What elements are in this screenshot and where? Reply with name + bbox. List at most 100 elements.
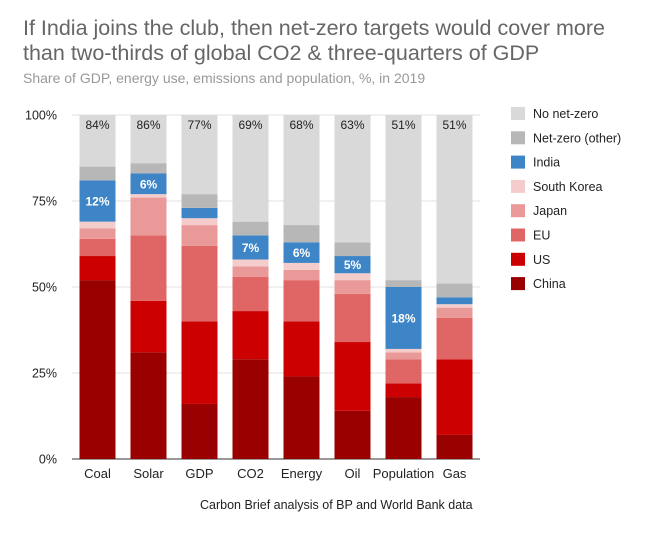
bar-segment-eu-oil <box>334 293 371 343</box>
bar-segment-japan-co2 <box>232 266 269 277</box>
india-data-label: 5% <box>344 258 362 272</box>
legend-label: China <box>533 277 566 291</box>
bar-segment-india-gas <box>436 297 473 305</box>
bar-segment-us-solar <box>130 300 167 353</box>
india-data-label: 12% <box>85 195 109 209</box>
bar-segment-india-population <box>385 287 422 349</box>
bar-segment-eu-solar <box>130 235 167 301</box>
x-tick-label: Population <box>373 466 434 481</box>
bar-segment-us-population <box>385 383 422 398</box>
bar-segment-india-energy <box>283 242 320 263</box>
legend-swatch <box>511 155 525 169</box>
bar-segment-no-net-zero-population <box>385 115 422 281</box>
bar-segment-japan-gas <box>436 307 473 318</box>
bar-segment-japan-solar <box>130 197 167 236</box>
bar-segment-south-korea-energy <box>283 262 320 270</box>
bar-segment-net-zero-other--coal <box>79 166 116 181</box>
top-data-label: 51% <box>391 118 415 132</box>
india-data-label: 6% <box>293 246 311 260</box>
bar-segment-china-co2 <box>232 359 269 459</box>
bar-segment-eu-gas <box>436 317 473 360</box>
bar-segment-no-net-zero-coal <box>79 115 116 167</box>
bar-segment-south-korea-co2 <box>232 259 269 267</box>
x-tick-label: GDP <box>185 466 213 481</box>
bar-segment-us-oil <box>334 342 371 411</box>
india-data-label: 7% <box>242 241 260 255</box>
bar-segment-south-korea-gas <box>436 304 473 308</box>
bar-segment-japan-coal <box>79 228 116 239</box>
bar-segment-india-gdp <box>181 207 218 219</box>
legend-label: No net-zero <box>533 107 598 121</box>
bar-segment-china-oil <box>334 410 371 459</box>
bar-segment-china-solar <box>130 352 167 459</box>
bar-segment-china-energy <box>283 376 320 459</box>
source-note: Carbon Brief analysis of BP and World Ba… <box>200 498 473 512</box>
legend-label: Japan <box>533 204 567 218</box>
bar-segment-no-net-zero-oil <box>334 115 371 243</box>
chart-subtitle: Share of GDP, energy use, emissions and … <box>23 70 426 86</box>
bar-segment-china-gdp <box>181 403 218 459</box>
y-tick-label: 50% <box>32 281 57 295</box>
bar-segment-no-net-zero-energy <box>283 115 320 226</box>
bar-segment-no-net-zero-gas <box>436 115 473 284</box>
bar-segment-net-zero-other--co2 <box>232 221 269 236</box>
bar-segment-india-solar <box>130 173 167 195</box>
chart-title: If India joins the club, then net-zero t… <box>23 16 606 65</box>
legend-label: US <box>533 253 550 267</box>
legend-label: South Korea <box>533 180 603 194</box>
y-tick-label: 75% <box>32 195 57 209</box>
bar-segment-us-coal <box>79 256 116 281</box>
top-data-label: 86% <box>136 118 160 132</box>
bar-segment-net-zero-other--gdp <box>181 194 218 208</box>
bar-segment-south-korea-gdp <box>181 218 218 226</box>
bar-segment-south-korea-oil <box>334 273 371 281</box>
legend-swatch <box>511 179 525 193</box>
india-data-label: 18% <box>391 311 415 325</box>
bar-segment-eu-gdp <box>181 245 218 322</box>
top-data-label: 77% <box>187 118 211 132</box>
y-tick-label: 0% <box>39 453 57 467</box>
bar-segment-eu-population <box>385 359 422 384</box>
x-tick-label: Solar <box>133 466 164 481</box>
legend-label: EU <box>533 229 550 243</box>
bar-segment-china-population <box>385 397 422 459</box>
bar-segment-no-net-zero-gdp <box>181 115 218 195</box>
bar-segment-south-korea-population <box>385 348 422 353</box>
y-tick-label: 100% <box>25 109 57 123</box>
legend-swatch <box>511 107 525 120</box>
bar-segment-china-coal <box>79 280 116 459</box>
bar-segment-japan-energy <box>283 269 320 281</box>
x-tick-label: CO2 <box>237 466 264 481</box>
top-data-label: 69% <box>238 118 262 132</box>
top-data-label: 84% <box>85 118 109 132</box>
top-data-label: 63% <box>340 118 364 132</box>
bar-segment-india-coal <box>79 180 116 222</box>
india-data-label: 6% <box>140 177 158 191</box>
bar-segment-japan-population <box>385 352 422 360</box>
top-data-label: 68% <box>289 118 313 132</box>
legend-swatch <box>511 204 525 218</box>
bar-segment-eu-co2 <box>232 276 269 312</box>
bar-segment-us-gdp <box>181 321 218 404</box>
bar-segment-china-gas <box>436 434 473 459</box>
bar-segment-net-zero-other--oil <box>334 242 371 257</box>
bar-segment-south-korea-coal <box>79 221 116 229</box>
x-tick-label: Coal <box>84 466 111 481</box>
bar-segment-us-co2 <box>232 311 269 360</box>
bar-segment-no-net-zero-solar <box>130 115 167 164</box>
bar-segment-eu-energy <box>283 280 320 322</box>
bar-segment-india-co2 <box>232 235 269 260</box>
bar-segment-no-net-zero-co2 <box>232 115 269 222</box>
legend-swatch <box>511 277 525 291</box>
legend-swatch <box>511 252 525 266</box>
y-tick-label: 25% <box>32 367 57 381</box>
legend-swatch <box>511 228 525 242</box>
legend-label: India <box>533 156 560 170</box>
bar-segment-net-zero-other--population <box>385 280 422 287</box>
x-tick-label: Gas <box>443 466 467 481</box>
top-data-label: 51% <box>442 118 466 132</box>
legend-swatch <box>511 131 525 145</box>
bar-segment-us-energy <box>283 321 320 377</box>
bar-segment-india-oil <box>334 256 371 274</box>
